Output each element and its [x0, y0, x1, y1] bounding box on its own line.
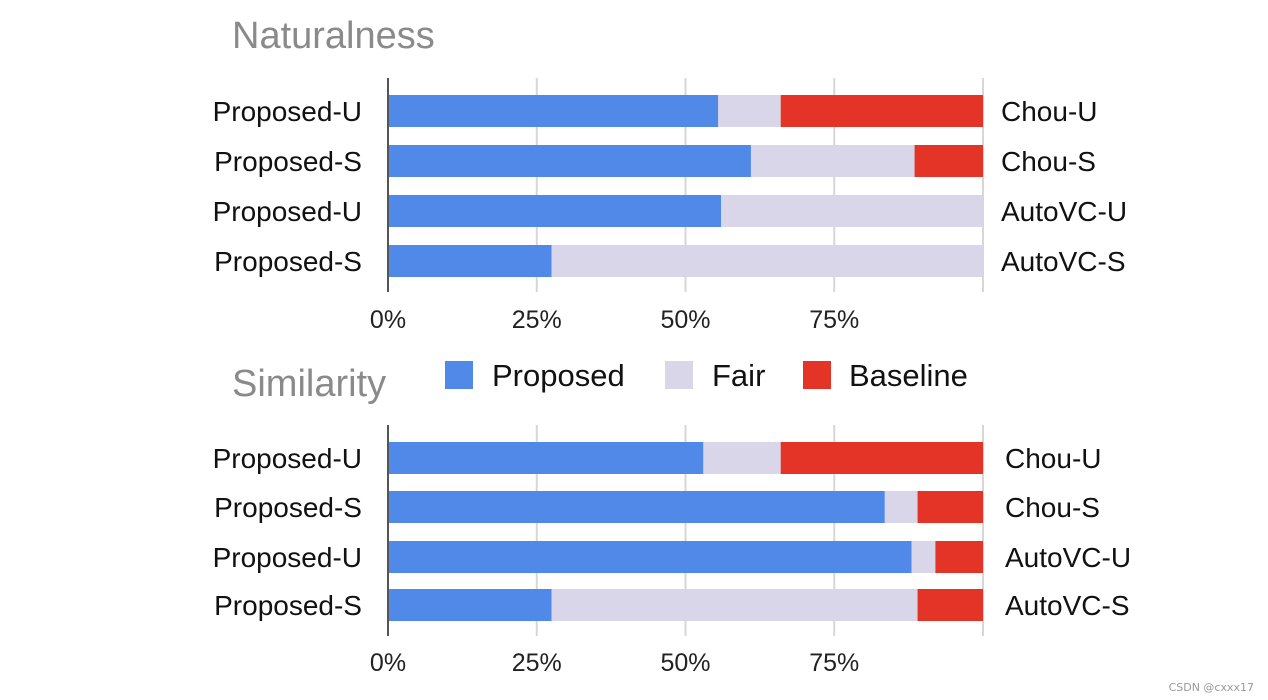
similarity-tick-label-2: 50% [660, 649, 710, 677]
similarity-bar-baseline-0 [780, 442, 983, 474]
legend-swatch-baseline [803, 361, 831, 389]
similarity-left-label-0: Proposed-U [213, 443, 362, 474]
similarity-bar-baseline-2 [935, 541, 983, 573]
naturalness-right-label-0: Chou-U [1001, 96, 1097, 127]
naturalness-right-label-1: Chou-S [1001, 146, 1096, 177]
similarity-left-label-3: Proposed-S [214, 590, 362, 621]
similarity-bar-fair-3 [551, 589, 918, 621]
naturalness-bar-proposed-0 [388, 95, 719, 127]
similarity-bar-baseline-1 [917, 491, 983, 523]
legend: Proposed Fair Baseline [445, 358, 968, 393]
naturalness-left-label-1: Proposed-S [214, 146, 362, 177]
naturalness-right-label-2: AutoVC-U [1001, 196, 1127, 227]
watermark: CSDN @cxxx17 [1168, 681, 1254, 694]
similarity-right-label-3: AutoVC-S [1005, 590, 1130, 621]
naturalness-panel: Naturalness Proposed-U Chou-U Proposed-S Ch… [213, 15, 1127, 334]
similarity-title: Similarity [232, 363, 386, 405]
naturalness-left-label-2: Proposed-U [213, 196, 362, 227]
similarity-bar-baseline-3 [917, 589, 983, 621]
similarity-bar-proposed-0 [388, 442, 704, 474]
naturalness-bar-proposed-2 [388, 195, 722, 227]
naturalness-bar-fair-0 [718, 95, 781, 127]
legend-swatch-fair [665, 361, 693, 389]
similarity-bar-fair-2 [911, 541, 936, 573]
similarity-right-label-0: Chou-U [1005, 443, 1101, 474]
similarity-bar-proposed-1 [388, 491, 885, 523]
similarity-left-label-1: Proposed-S [214, 492, 362, 523]
naturalness-tick-label-3: 75% [809, 306, 859, 334]
similarity-left-label-2: Proposed-U [213, 542, 362, 573]
naturalness-left-label-0: Proposed-U [213, 96, 362, 127]
naturalness-tick-label-1: 25% [512, 306, 562, 334]
similarity-bar-fair-0 [703, 442, 781, 474]
naturalness-bar-baseline-0 [780, 95, 983, 127]
naturalness-left-label-3: Proposed-S [214, 246, 362, 277]
legend-label-proposed: Proposed [492, 358, 625, 393]
similarity-tick-label-3: 75% [809, 649, 859, 677]
similarity-right-label-1: Chou-S [1005, 492, 1100, 523]
naturalness-tick-label-0: 0% [370, 306, 406, 334]
naturalness-bar-baseline-1 [914, 145, 983, 177]
similarity-bar-fair-1 [884, 491, 918, 523]
naturalness-tick-label-2: 50% [660, 306, 710, 334]
legend-label-fair: Fair [712, 358, 765, 393]
naturalness-bar-fair-3 [551, 245, 983, 277]
similarity-tick-label-0: 0% [370, 649, 406, 677]
similarity-panel: Similarity Proposed-U Chou-U Proposed-S Cho… [213, 363, 1131, 677]
naturalness-title: Naturalness [232, 15, 435, 57]
naturalness-bar-fair-2 [721, 195, 983, 227]
naturalness-bar-fair-1 [750, 145, 915, 177]
legend-swatch-proposed [445, 361, 473, 389]
similarity-right-label-2: AutoVC-U [1005, 542, 1131, 573]
similarity-tick-label-1: 25% [512, 649, 562, 677]
legend-label-baseline: Baseline [849, 358, 968, 393]
similarity-bar-proposed-3 [388, 589, 552, 621]
naturalness-bar-proposed-1 [388, 145, 751, 177]
similarity-bar-proposed-2 [388, 541, 912, 573]
naturalness-bar-proposed-3 [388, 245, 552, 277]
naturalness-right-label-3: AutoVC-S [1001, 246, 1126, 277]
